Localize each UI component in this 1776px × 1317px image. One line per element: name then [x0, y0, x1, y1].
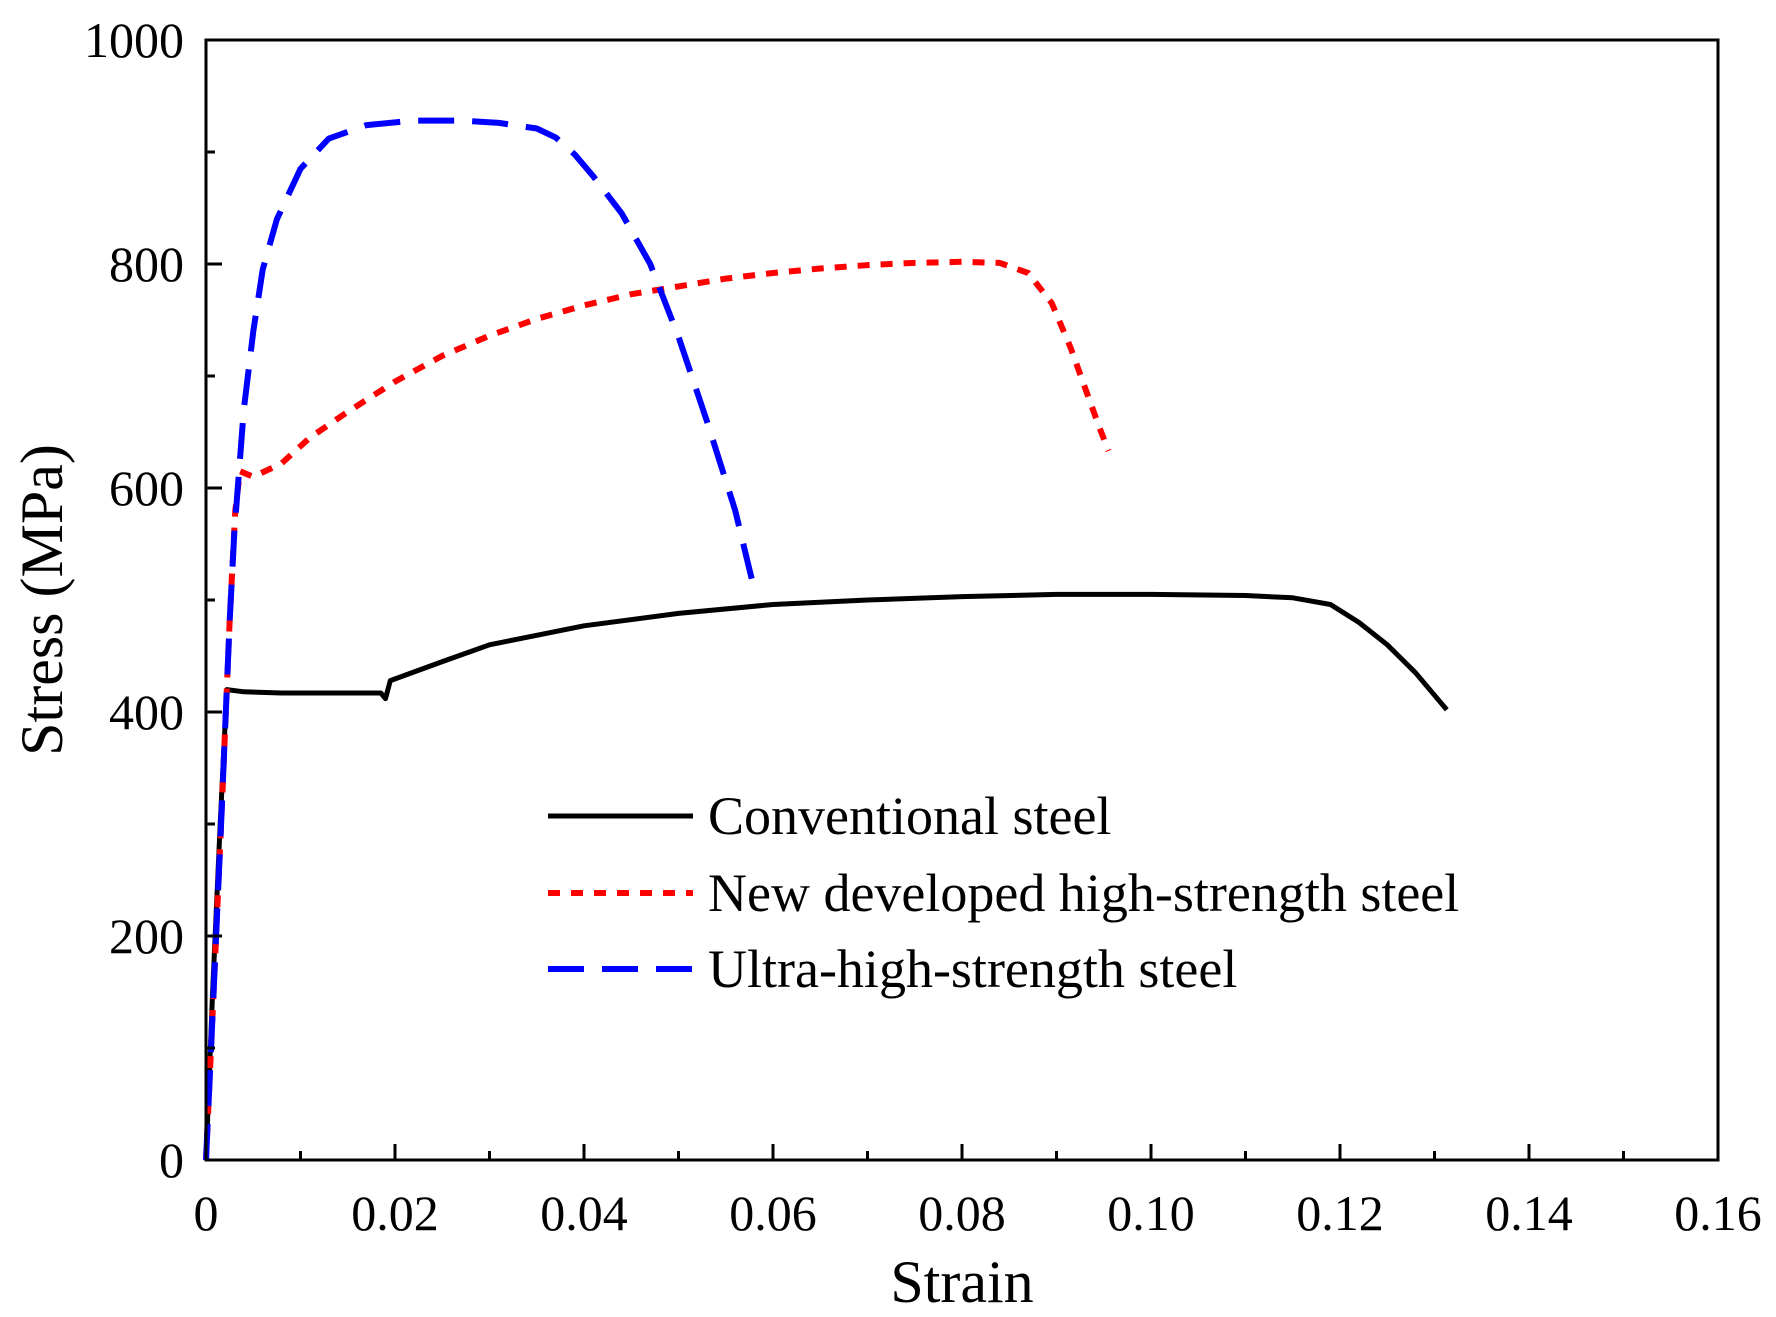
- legend-label: New developed high-strength steel: [708, 863, 1459, 923]
- x-tick-label: 0.16: [1674, 1185, 1762, 1241]
- x-axis: 0 0.02 0.04 0.06 0.08 0.10 0.12 0.14 0.16: [194, 1144, 1762, 1241]
- legend-label: Ultra-high-strength steel: [708, 939, 1237, 999]
- y-tick-label: 1000: [84, 12, 184, 68]
- series-line-ultra-high-strength-steel: [203, 117, 758, 1161]
- y-tick-label: 200: [109, 908, 184, 964]
- y-tick-label: 600: [109, 460, 184, 516]
- series-line-new-developed-high-strength-steel: [203, 258, 1112, 1161]
- y-axis: 0 200 400 600 800 1000: [84, 12, 222, 1188]
- series-line-conventional-steel: [203, 591, 1449, 1161]
- series-layer: [203, 117, 1449, 1161]
- x-tick-label: 0.04: [540, 1185, 628, 1241]
- x-tick-label: 0.02: [351, 1185, 439, 1241]
- y-tick-label: 800: [109, 236, 184, 292]
- x-tick-label: 0.10: [1107, 1185, 1195, 1241]
- x-tick-label: 0.12: [1296, 1185, 1384, 1241]
- x-tick-label: 0: [194, 1185, 219, 1241]
- legend: Conventional steel New developed high-str…: [548, 786, 1459, 999]
- y-axis-title: Stress (MPa): [9, 444, 75, 756]
- legend-label: Conventional steel: [708, 786, 1111, 846]
- x-tick-label: 0.08: [918, 1185, 1006, 1241]
- x-axis-title: Strain: [890, 1249, 1033, 1315]
- x-tick-label: 0.06: [729, 1185, 817, 1241]
- y-tick-label: 400: [109, 684, 184, 740]
- x-tick-label: 0.14: [1485, 1185, 1573, 1241]
- y-tick-label: 0: [159, 1132, 184, 1188]
